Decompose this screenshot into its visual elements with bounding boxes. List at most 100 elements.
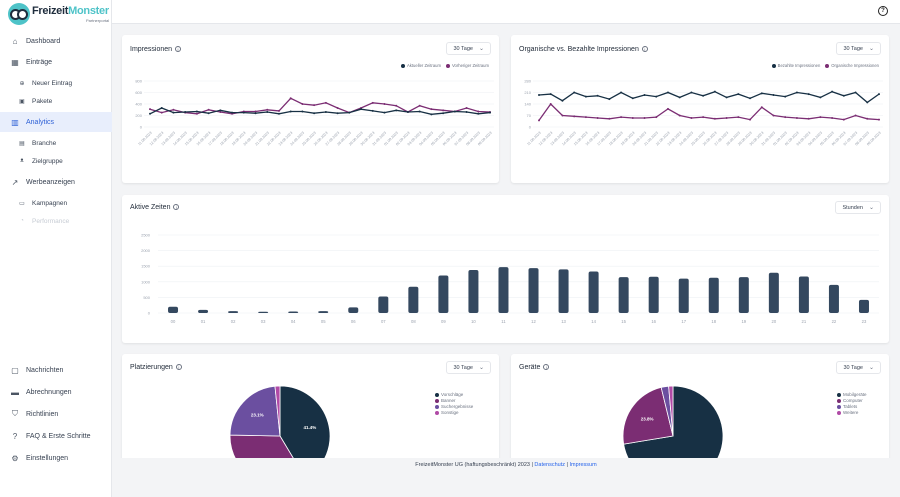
bar xyxy=(438,275,449,313)
data-point xyxy=(713,117,716,120)
legend-label: Vorheriger Zeitraum xyxy=(451,63,489,68)
legend-label: Bezahlte Impressionen xyxy=(777,63,821,68)
y-tick-label: 2500 xyxy=(141,233,151,238)
sidebar-item-label: Performance xyxy=(32,217,70,225)
shield-icon: ⛉ xyxy=(12,409,18,418)
data-point xyxy=(538,93,540,96)
data-point xyxy=(620,116,623,119)
organic-range-select[interactable]: 30 Tage ⌄ xyxy=(836,42,881,55)
y-tick-label: 600 xyxy=(135,90,142,95)
data-point xyxy=(418,104,421,107)
plus-circle-icon: ⊕ xyxy=(19,80,25,87)
sidebar-item-pakete[interactable]: ▣ Pakete xyxy=(0,91,112,111)
active-times-unit-select[interactable]: Stunden ⌄ xyxy=(835,201,881,214)
sidebar-item-neuer-eintrag[interactable]: ⊕ Neuer Eintrag xyxy=(0,73,112,93)
x-tick-label: 03 xyxy=(261,319,266,324)
help-circle-icon[interactable]: ? xyxy=(878,6,888,16)
info-icon[interactable]: i xyxy=(641,46,648,53)
sidebar-item-branche[interactable]: ▤ Branche xyxy=(0,133,112,153)
sidebar-item-werbeanzeigen[interactable]: ↗ Werbeanzeigen xyxy=(0,172,112,192)
legend-dot xyxy=(435,405,439,409)
imprint-link[interactable]: Impressum xyxy=(569,462,597,468)
sidebar-item-label: Pakete xyxy=(32,97,53,105)
x-tick-label: 22 xyxy=(832,319,837,324)
info-icon[interactable]: i xyxy=(175,364,182,371)
sidebar-item-nachrichten[interactable]: ▢ Nachrichten xyxy=(0,360,112,380)
organic-paid-line-chart: 07014021028011.08.202312.08.202313.08.20… xyxy=(524,79,883,146)
y-tick-label: 200 xyxy=(135,113,142,118)
y-tick-label: 1500 xyxy=(141,264,151,269)
home-icon: ⌂ xyxy=(12,36,18,46)
legend-entry[interactable]: Vorschläge xyxy=(435,392,473,398)
placements-range-select[interactable]: 30 Tage ⌄ xyxy=(446,361,491,374)
data-point xyxy=(406,111,409,114)
legend-label: Vorschläge xyxy=(441,392,464,397)
bar-chart-icon: ▥ xyxy=(11,117,19,127)
legend-entry[interactable]: Weitere xyxy=(837,410,867,416)
sidebar-item-label: Einträge xyxy=(26,58,53,66)
legend-entry[interactable]: Computer xyxy=(837,398,867,404)
x-tick-label: 09 xyxy=(441,319,446,324)
sidebar-item-richtlinien[interactable]: ⛉ Richtlinien xyxy=(0,404,112,424)
data-point xyxy=(608,117,611,120)
impressions-range-select[interactable]: 30 Tage ⌄ xyxy=(446,42,491,55)
data-point xyxy=(301,110,304,113)
data-point xyxy=(207,112,210,115)
legend-entry[interactable]: Tablets xyxy=(837,404,867,410)
legend-label: Aktueller Zeitraum xyxy=(407,63,441,68)
sidebar-item-einstellungen[interactable]: ⚙ Einstellungen xyxy=(0,448,112,468)
active-times-card: Aktive Zeiten i Stunden ⌄ 0 500 1000 1500 2000… xyxy=(122,195,889,343)
data-point xyxy=(631,116,634,119)
data-point xyxy=(760,106,763,109)
legend-entry[interactable]: Suchergebnisse xyxy=(435,404,473,410)
legend-dot xyxy=(435,393,439,397)
info-icon[interactable]: i xyxy=(543,364,550,371)
sidebar-item-analytics[interactable]: ▥ Analytics xyxy=(0,112,112,132)
sidebar-item-dashboard[interactable]: ⌂ Dashboard xyxy=(0,31,112,51)
privacy-link[interactable]: Datenschutz xyxy=(534,462,565,468)
data-point xyxy=(737,116,740,119)
sidebar-item-faq-erste-schritte[interactable]: ? FAQ & Erste Schritte xyxy=(0,426,112,446)
data-point xyxy=(442,109,445,112)
data-point xyxy=(584,116,587,119)
sidebar-item-zielgruppe[interactable]: ᴥ Zielgruppe xyxy=(0,151,112,171)
data-point xyxy=(254,110,257,113)
legend-dot xyxy=(445,63,450,68)
legend-entry[interactable]: Banner xyxy=(435,398,473,404)
legend-label: Sonstige xyxy=(441,410,459,415)
bar xyxy=(318,311,329,313)
bar xyxy=(708,277,719,313)
info-icon[interactable]: i xyxy=(175,46,182,53)
logo[interactable]: FreizeitMonster Partnerportal xyxy=(6,2,110,26)
data-point xyxy=(819,96,822,99)
legend-entry[interactable]: Mobilgeräte xyxy=(837,392,867,398)
info-icon[interactable]: i xyxy=(173,204,180,211)
data-point xyxy=(489,111,491,114)
data-point xyxy=(772,114,775,117)
legend-entry[interactable]: Sonstige xyxy=(435,410,473,416)
impressions-legend: Aktueller Zeitraum Vorheriger Zeitraum xyxy=(396,63,489,68)
data-point xyxy=(561,114,564,117)
sidebar-item-abrechnungen[interactable]: ▬ Abrechnungen xyxy=(0,382,112,402)
legend-dot xyxy=(435,399,439,403)
x-tick-label: 00 xyxy=(171,319,176,324)
bar xyxy=(588,271,599,313)
data-point xyxy=(160,107,163,110)
y-tick-label: 210 xyxy=(524,90,531,95)
x-tick-label: 05 xyxy=(321,319,326,324)
series-line-1 xyxy=(149,97,491,115)
sidebar-item-kampagnen[interactable]: ▭ Kampagnen xyxy=(0,193,112,213)
devices-range-select[interactable]: 30 Tage ⌄ xyxy=(836,361,881,374)
bar xyxy=(378,296,389,313)
x-tick-label: 17 xyxy=(681,319,686,324)
legend-label: Suchergebnisse xyxy=(441,404,474,409)
sidebar-item-einträge[interactable]: ▦ Einträge xyxy=(0,52,112,72)
data-point xyxy=(149,108,151,111)
data-point xyxy=(737,93,740,96)
pie-slice xyxy=(668,385,674,437)
data-point xyxy=(383,103,386,105)
data-point xyxy=(690,116,693,119)
bar xyxy=(798,276,809,313)
data-point xyxy=(666,107,669,110)
data-point xyxy=(596,116,599,119)
